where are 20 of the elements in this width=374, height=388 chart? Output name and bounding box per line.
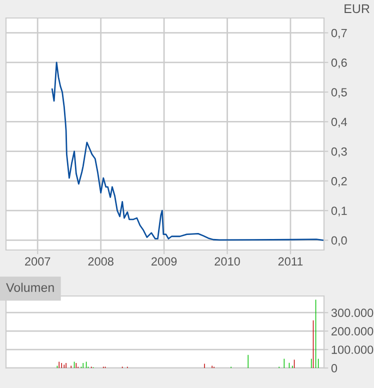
x-tick-label: 2010 xyxy=(214,257,240,266)
x-tick-label: 2011 xyxy=(278,257,303,266)
x-tick-label: 2009 xyxy=(152,257,177,266)
x-tick-label: 2007 xyxy=(25,257,50,266)
chart-title: Volumen xyxy=(6,282,54,292)
y-tick-label: 0,3 xyxy=(331,147,347,158)
line-series xyxy=(51,62,324,241)
y-tick-label: 0,5 xyxy=(331,88,347,98)
y-tick-label: 0,6 xyxy=(331,58,347,68)
y-tick-label: 0,4 xyxy=(331,118,348,128)
y-tick-label: 0,2 xyxy=(331,176,347,187)
y-tick-label: 0,1 xyxy=(331,206,347,216)
y-tick-label: 0,7 xyxy=(331,28,347,39)
y-tick-label: 300.000 xyxy=(331,308,374,318)
y-tick-label: 0,0 xyxy=(331,236,347,246)
text: EUR xyxy=(344,4,370,14)
y-tick-label: 200.000 xyxy=(332,327,374,336)
y-tick-label: 0 xyxy=(331,364,338,372)
y-tick-label: 100.000 xyxy=(332,346,374,354)
x-tick-label: 2008 xyxy=(88,257,114,266)
